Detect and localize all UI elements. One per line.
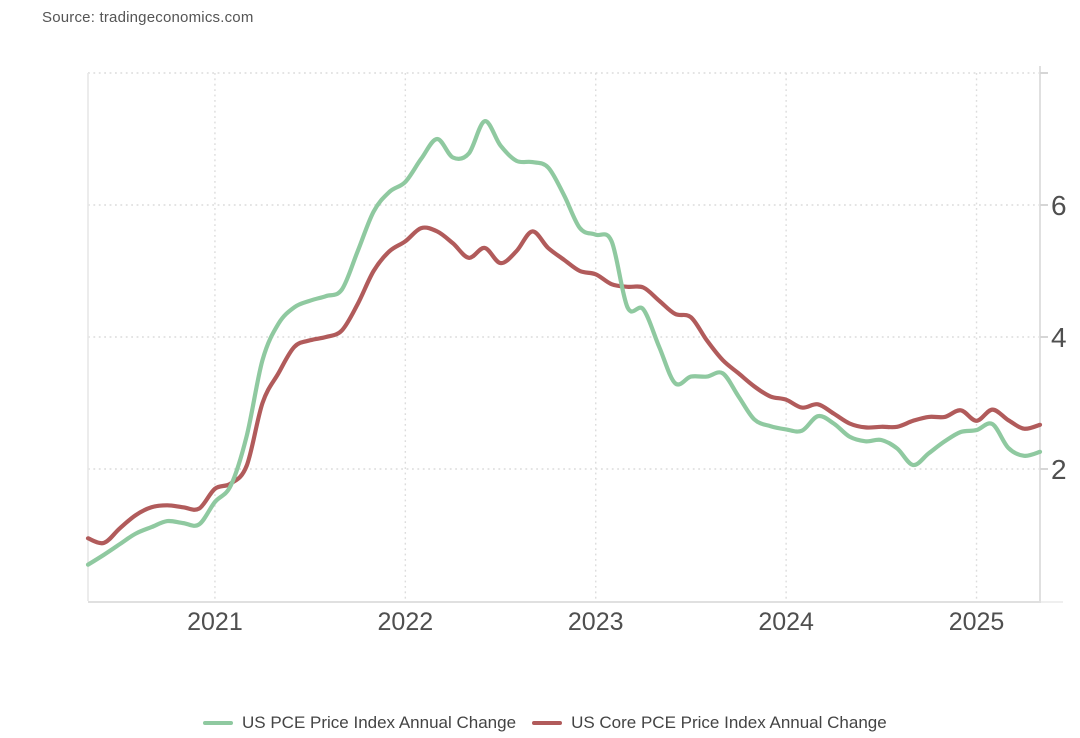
x-axis-label: 2022 [378,608,434,636]
legend-item-pce[interactable]: US PCE Price Index Annual Change [203,713,516,733]
axes [87,66,1063,603]
y-axis-label: 2 [1051,454,1067,485]
pce-line-chart[interactable]: 2021 2022 2023 2024 2025 2 4 6 [0,0,1080,700]
x-axis-label: 2023 [568,608,624,636]
x-axis-label: 2025 [949,608,1005,636]
legend-dash-pce-icon [203,721,233,725]
series-lines [85,119,1043,567]
legend-dash-core-pce-icon [532,721,563,725]
series-line-core-pce[interactable] [85,225,1043,546]
y-axis-label: 6 [1051,190,1067,221]
x-axis-label: 2021 [187,608,243,636]
legend-label-core-pce: US Core PCE Price Index Annual Change [571,713,887,732]
legend-label-pce: US PCE Price Index Annual Change [242,713,517,732]
chart-legend: US PCE Price Index Annual Change US Core… [203,713,887,733]
series-line-pce[interactable] [85,119,1043,567]
y-axis-label: 4 [1051,322,1067,353]
axis-labels: 2021 2022 2023 2024 2025 2 4 6 [187,190,1066,636]
legend-item-core-pce[interactable]: US Core PCE Price Index Annual Change [532,713,887,733]
source-label: Source: tradingeconomics.com [42,9,254,26]
x-axis-label: 2024 [758,608,814,636]
gridlines [88,72,1040,601]
